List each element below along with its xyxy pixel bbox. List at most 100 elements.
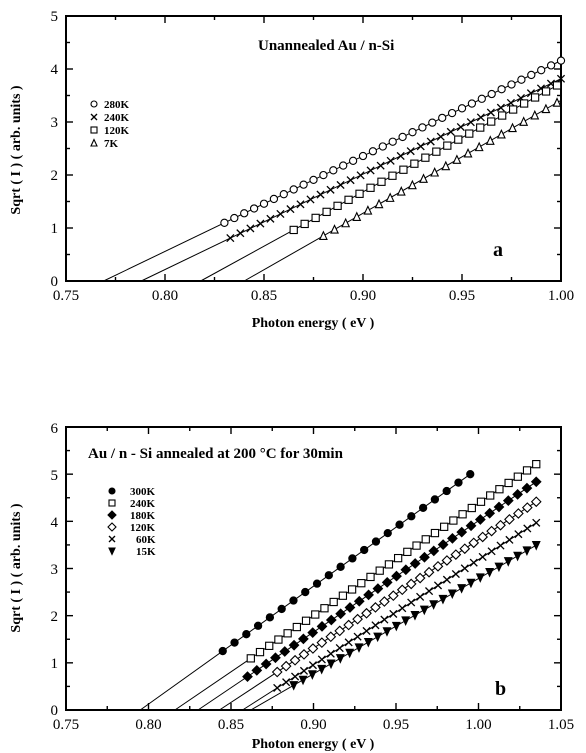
data-point	[291, 672, 300, 681]
data-point	[532, 460, 541, 469]
data-point	[308, 661, 317, 670]
data-point	[289, 654, 301, 666]
data-point	[530, 496, 542, 508]
data-point	[432, 560, 444, 572]
x-tick-label: 0.90	[350, 288, 376, 304]
fit-line	[242, 522, 537, 711]
data-point	[375, 566, 384, 575]
data-point	[251, 664, 263, 676]
y-tick-label: 2	[51, 609, 59, 625]
x-tick-label: 1.05	[548, 717, 574, 733]
data-point	[454, 135, 463, 144]
data-point	[344, 638, 353, 647]
data-point	[389, 609, 398, 618]
data-point	[405, 578, 417, 590]
data-point	[466, 118, 475, 127]
data-point	[407, 179, 417, 190]
data-point	[358, 151, 368, 161]
y-tick-label: 3	[51, 562, 59, 578]
data-point	[419, 551, 430, 563]
data-point	[320, 604, 329, 613]
data-point	[362, 626, 371, 636]
data-point	[383, 528, 392, 538]
data-point	[319, 170, 328, 180]
data-point	[517, 75, 526, 84]
data-point	[366, 183, 375, 192]
data-point	[265, 613, 275, 622]
data-point	[380, 615, 389, 624]
data-point	[260, 658, 272, 670]
data-point	[487, 547, 496, 556]
data-point	[537, 66, 546, 75]
data-point	[289, 681, 299, 691]
data-point	[345, 648, 355, 659]
data-point	[265, 641, 274, 650]
data-point	[276, 209, 285, 218]
data-point	[519, 99, 529, 108]
data-point	[521, 502, 533, 513]
x-tick-labels-b: 0.75 0.80 0.85 0.90 0.95 1.00 1.05	[53, 717, 574, 733]
legend-a: 280K 240K 120K 7K	[90, 99, 130, 150]
data-point	[428, 118, 437, 127]
data-point	[292, 622, 301, 632]
data-point	[513, 508, 524, 519]
data-point	[338, 591, 348, 600]
axis-ticks-a	[65, 15, 562, 282]
data-point	[348, 156, 358, 165]
data-point	[289, 185, 298, 194]
data-point	[497, 85, 506, 94]
data-point	[289, 225, 298, 235]
data-point	[363, 205, 373, 215]
data-point	[246, 654, 255, 663]
data-point	[316, 637, 328, 649]
data-point	[476, 497, 486, 506]
data-point	[430, 528, 440, 538]
data-point	[384, 560, 394, 569]
data-point	[438, 594, 448, 605]
data-point	[530, 109, 540, 120]
data-point	[468, 537, 480, 549]
data-point	[438, 113, 447, 123]
legend-label: 280K	[104, 99, 130, 111]
legend-markers-b	[107, 487, 117, 556]
data-point	[317, 664, 327, 675]
data-point	[522, 466, 532, 475]
data-point	[485, 135, 495, 145]
data-point	[414, 572, 426, 584]
data-point	[386, 156, 395, 165]
data-point	[255, 647, 265, 657]
data-point	[396, 151, 405, 161]
data-point	[326, 659, 336, 670]
data-point	[309, 175, 318, 185]
data-point	[329, 597, 338, 607]
data-point	[442, 486, 451, 496]
x-tick-label: 0.85	[218, 717, 244, 733]
data-point	[326, 649, 335, 658]
legend-marker	[90, 113, 98, 121]
data-point	[269, 194, 279, 204]
data-point	[344, 195, 353, 204]
data-point	[506, 98, 515, 107]
data-point	[430, 495, 440, 504]
data-point	[360, 545, 369, 555]
data-point	[495, 519, 506, 531]
chart-panel-a: 0.75 0.80 0.85 0.90 0.95 1.00 0 1 2 3 4 …	[9, 9, 574, 331]
data-point	[307, 627, 319, 638]
data-point	[457, 104, 467, 113]
legend-marker	[90, 126, 98, 134]
y-tick-label: 1	[51, 221, 59, 237]
data-point	[273, 683, 282, 692]
data-point	[363, 637, 373, 648]
x-tick-label: 0.95	[449, 288, 475, 304]
data-point	[277, 604, 286, 614]
data-point	[477, 531, 489, 543]
legend-label: 240K	[104, 112, 130, 124]
data-point	[410, 159, 419, 168]
data-point	[416, 142, 425, 151]
data-point	[344, 602, 356, 613]
data-point	[484, 507, 496, 519]
x-tick-label: 0.80	[152, 288, 178, 304]
data-point	[298, 633, 309, 645]
data-point	[330, 224, 339, 234]
data-point	[495, 485, 504, 494]
